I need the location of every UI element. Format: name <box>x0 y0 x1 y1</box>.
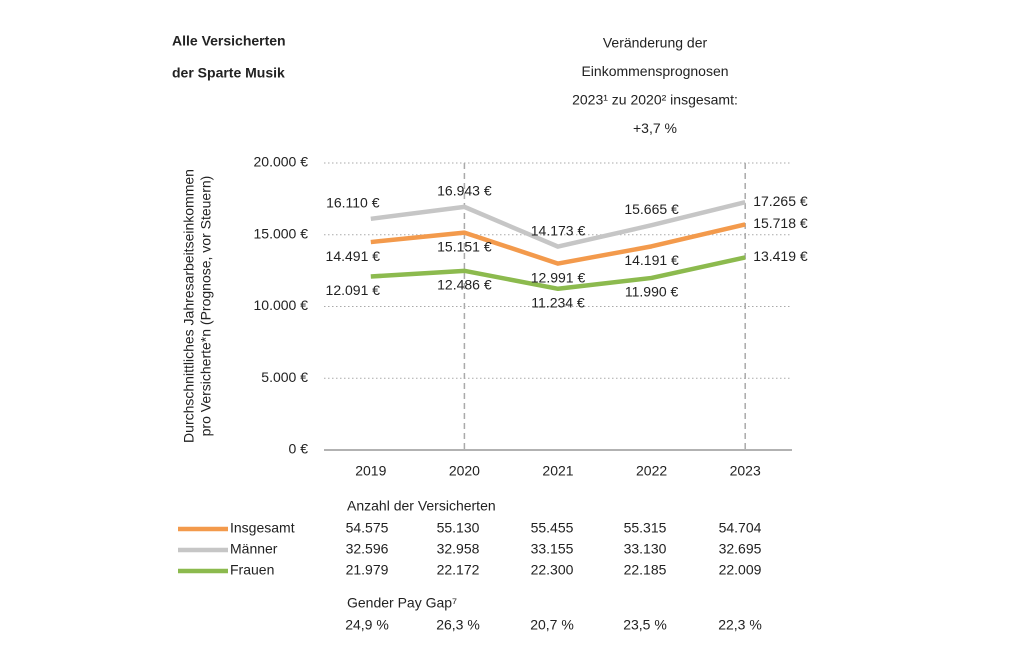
table-cell: 22,3 % <box>718 617 762 633</box>
table-cell: 22.185 <box>624 562 667 578</box>
data-label: 15.665 € <box>624 201 679 217</box>
table-cell: 22.009 <box>719 562 762 578</box>
data-label: 15.718 € <box>753 215 808 231</box>
series-line <box>370 222 746 266</box>
data-label: 11.990 € <box>625 284 679 300</box>
table-cell: 54.575 <box>346 520 389 536</box>
legend-label: Insgesamt <box>230 520 295 536</box>
chart-subtitle: 2023¹ zu 2020² insgesamt: <box>572 92 738 108</box>
table-cell: 54.704 <box>719 520 762 536</box>
table-cell: 33.155 <box>531 541 574 557</box>
data-label: 14.173 € <box>531 222 586 238</box>
legend-label: Frauen <box>230 562 274 578</box>
data-label: 12.991 € <box>531 269 586 285</box>
table-cell: 55.455 <box>531 520 574 536</box>
y-tick-label: 0 € <box>289 441 309 457</box>
data-label: 14.491 € <box>326 248 381 264</box>
y-axis-label: pro Versicherte*n (Prognose, vor Steuern… <box>198 176 214 437</box>
x-tick-label: 2021 <box>542 463 573 479</box>
table-cell: 21.979 <box>346 562 389 578</box>
table-cell: 55.315 <box>624 520 667 536</box>
table-cell: 23,5 % <box>623 617 667 633</box>
data-label: 11.234 € <box>531 294 585 310</box>
y-axis-label: Durchschnittliches Jahresarbeitseinkomme… <box>181 169 197 443</box>
data-label: 17.265 € <box>753 193 808 209</box>
x-tick-label: 2023 <box>730 463 761 479</box>
chart-subtitle: Veränderung der <box>603 35 708 51</box>
chart-title: der Sparte Musik <box>172 65 285 81</box>
chart-title: Alle Versicherten <box>172 33 286 49</box>
table-cell: 24,9 % <box>345 617 389 633</box>
x-tick-label: 2022 <box>636 463 667 479</box>
y-tick-label: 15.000 € <box>254 225 309 241</box>
series-line <box>370 255 746 292</box>
table-cell: 22.300 <box>531 562 574 578</box>
y-tick-label: 20.000 € <box>254 154 309 170</box>
data-label: 15.151 € <box>437 238 492 254</box>
x-tick-label: 2020 <box>449 463 480 479</box>
table-cell: 22.172 <box>437 562 480 578</box>
table-cell: 32.695 <box>719 541 762 557</box>
table-cell: 33.130 <box>624 541 667 557</box>
data-label: 13.419 € <box>753 248 808 264</box>
y-tick-label: 5.000 € <box>261 369 308 385</box>
series-line <box>370 200 746 249</box>
table-cell: 55.130 <box>437 520 480 536</box>
data-label: 16.943 € <box>437 183 492 199</box>
chart-subtitle: +3,7 % <box>633 120 677 136</box>
table-title: Gender Pay Gap⁷ <box>347 595 457 611</box>
table-cell: 32.596 <box>346 541 389 557</box>
data-label: 12.486 € <box>437 277 492 293</box>
data-label: 12.091 € <box>326 282 381 298</box>
table-title: Anzahl der Versicherten <box>347 498 496 514</box>
table-cell: 20,7 % <box>530 617 574 633</box>
table-cell: 32.958 <box>437 541 480 557</box>
data-label: 16.110 € <box>326 195 380 211</box>
table-cell: 26,3 % <box>436 617 480 633</box>
data-label: 14.191 € <box>624 252 679 268</box>
chart-subtitle: Einkommensprognosen <box>581 63 728 79</box>
y-tick-label: 10.000 € <box>254 297 309 313</box>
x-tick-label: 2019 <box>355 463 386 479</box>
legend-label: Männer <box>230 541 278 557</box>
